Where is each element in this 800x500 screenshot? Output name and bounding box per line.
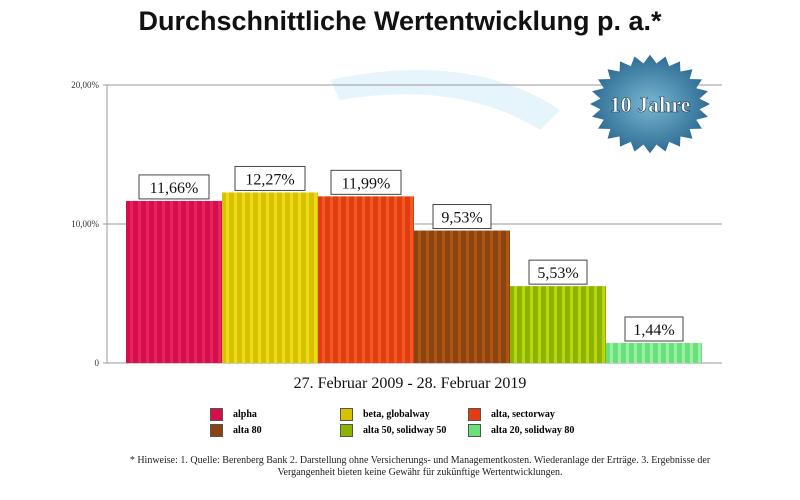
data-label-box [138,174,210,200]
y-tick-label: 20,00% [71,80,99,90]
legend-swatch [210,408,223,421]
background-swoosh [330,70,560,130]
legend-item: alta 80 [210,424,262,437]
bar-5 [606,342,702,363]
footnote: * Hinweise: 1. Quelle: Berenberg Bank 2.… [60,455,780,479]
footnote-line: Vergangenheit bieten keine Gewähr für zu… [277,467,563,478]
data-label-box [330,169,402,195]
data-label: 12,27% [245,171,294,188]
bar-4 [510,286,606,363]
legend-item: alta 20, solidway 80 [468,424,574,437]
data-label-box [432,204,492,230]
data-label-box [528,259,588,285]
legend-item: alta, sectorway [468,408,555,421]
data-label-box [234,165,306,191]
data-label: 5,53% [537,265,578,282]
x-axis-label: 27. Februar 2009 - 28. Februar 2019 [293,375,527,392]
legend-item: alpha [210,408,257,421]
legend-label: alta 80 [233,425,262,436]
legend-swatch [340,408,353,421]
legend-label: alta 50, solidway 50 [363,425,447,436]
bar-1 [222,192,318,363]
bar-3 [414,230,510,363]
legend-item: alta 50, solidway 50 [340,424,446,437]
y-tick-label: 10,00% [71,219,99,229]
data-label-box [624,316,684,342]
legend-item: beta, globalway [340,408,430,421]
data-label: 1,44% [633,322,674,339]
legend-swatch [340,424,353,437]
legend-label: alpha [233,409,257,420]
legend-label: beta, globalway [363,409,430,420]
bar-2 [318,196,414,363]
bar-0 [126,200,222,363]
footnote-line: * Hinweise: 1. Quelle: Berenberg Bank 2.… [129,455,711,466]
legend-swatch [468,424,481,437]
chart-title: Durchschnittliche Wertentwicklung p. a.* [138,6,662,36]
data-label: 11,66% [150,180,199,197]
data-label: 11,99% [342,175,391,192]
badge-star [590,54,710,154]
legend-label: alta 20, solidway 80 [491,425,575,436]
legend-swatch [210,424,223,437]
data-label: 9,53% [441,210,482,227]
badge-text: 10 Jahre [610,92,691,117]
legend-label: alta, sectorway [491,409,555,420]
legend-swatch [468,408,481,421]
y-tick-label: 0 [95,358,100,368]
